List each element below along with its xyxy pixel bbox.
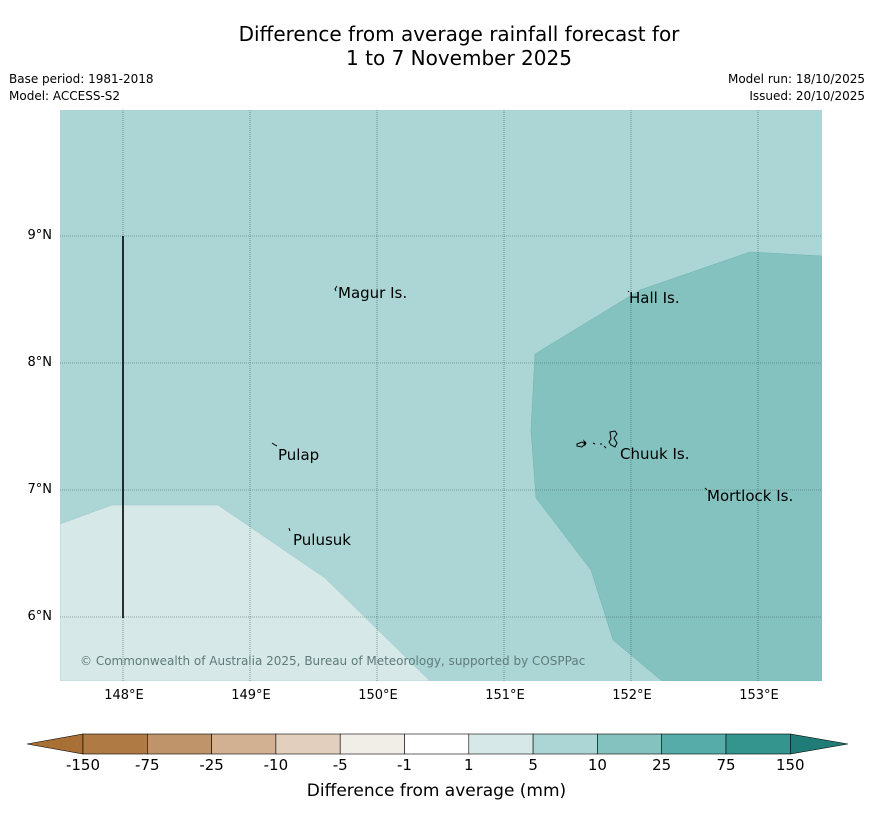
map-panel[interactable] <box>60 110 822 681</box>
issued-date: Issued: 20/10/2025 <box>749 89 865 103</box>
colorbar-cell <box>532 733 598 755</box>
colorbar-cell <box>661 733 727 755</box>
colorbar-tick-label: -5 <box>332 756 348 774</box>
lat-label-6n: 6°N <box>27 609 53 624</box>
colorbar-tick-label: 1 <box>464 756 474 774</box>
colorbar-extend-max <box>789 733 849 755</box>
colorbar-cell <box>82 733 148 755</box>
chart-title: Difference from average rainfall forecas… <box>0 22 873 70</box>
colorbar-extend-min <box>26 733 84 755</box>
title-line-1: Difference from average rainfall forecas… <box>238 22 680 46</box>
legend-title: Difference from average (mm) <box>306 781 567 801</box>
lon-label-153e: 153°E <box>739 688 779 703</box>
colorbar-tick-label: 25 <box>652 756 672 774</box>
colorbar-tick-label: -150 <box>65 756 101 774</box>
colorbar-tick-label: -1 <box>397 756 412 774</box>
model-name: Model: ACCESS-S2 <box>9 89 121 103</box>
colorbar-cell <box>404 733 470 755</box>
lon-label-150e: 150°E <box>358 688 398 703</box>
place-mortlock: Mortlock Is. <box>707 487 794 505</box>
lon-label-151e: 151°E <box>485 688 525 703</box>
model-run: Model run: 18/10/2025 <box>727 72 865 86</box>
lat-label-7n: 7°N <box>27 482 53 497</box>
colorbar-cell <box>597 733 663 755</box>
graticule <box>60 110 822 681</box>
colorbar-cell <box>211 733 277 755</box>
colorbar-cell <box>725 733 791 755</box>
colorbar-tick-label: -75 <box>135 756 160 774</box>
colorbar-tick-label: -25 <box>199 756 224 774</box>
meta-left: Base period: 1981-2018 Model: ACCESS-S2 <box>9 71 154 105</box>
lon-label-149e: 149°E <box>231 688 271 703</box>
colorbar-tick-label: 150 <box>775 756 805 774</box>
place-pulusuk: Pulusuk <box>293 531 351 549</box>
place-pulap: Pulap <box>278 446 320 464</box>
region-1-5 <box>60 504 431 681</box>
map-canvas[interactable] <box>60 110 822 681</box>
colorbar-tick-label: 5 <box>528 756 538 774</box>
colorbar-tick-label: -10 <box>263 756 289 774</box>
title-line-2: 1 to 7 November 2025 <box>346 46 572 70</box>
colorbar-cell <box>275 733 341 755</box>
meta-right: Model run: 18/10/2025 Issued: 20/10/2025 <box>728 71 865 105</box>
lat-label-8n: 8°N <box>27 355 53 370</box>
colorbar-cell <box>339 733 405 755</box>
base-period: Base period: 1981-2018 <box>9 72 154 86</box>
copyright-notice: © Commonwealth of Australia 2025, Bureau… <box>80 654 586 668</box>
region-10-25 <box>530 251 822 681</box>
lon-label-152e: 152°E <box>612 688 652 703</box>
place-magur: Magur Is. <box>338 284 408 302</box>
lon-label-148e: 148°E <box>104 688 144 703</box>
island-outlines <box>271 285 708 532</box>
place-chuuk: Chuuk Is. <box>620 445 690 463</box>
colorbar <box>26 733 849 755</box>
place-hall: Hall Is. <box>629 289 680 307</box>
colorbar-tick-label: 10 <box>587 756 607 774</box>
colorbar-cell <box>468 733 534 755</box>
colorbar-cell <box>147 733 212 755</box>
lat-label-9n: 9°N <box>27 228 53 243</box>
colorbar-tick-label: 75 <box>716 756 736 774</box>
